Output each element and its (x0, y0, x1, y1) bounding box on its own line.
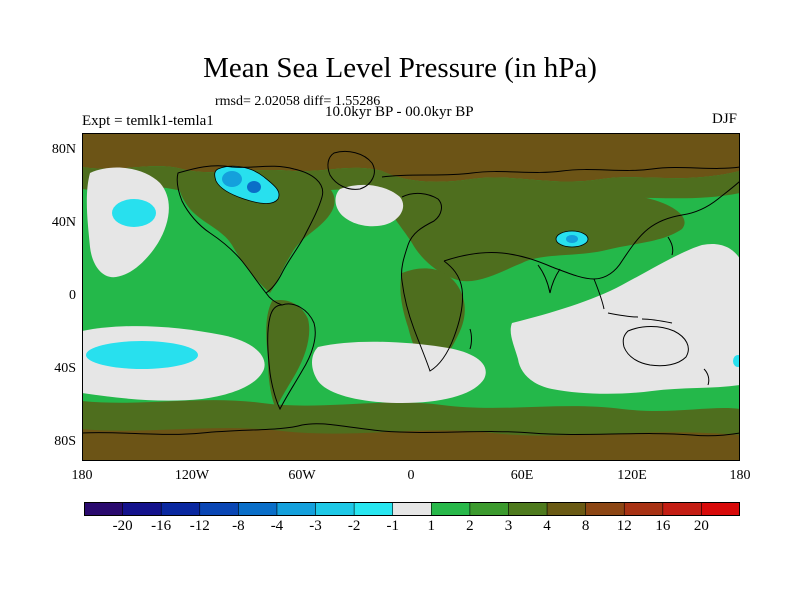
antarctica-coast (82, 423, 740, 437)
map-title: Mean Sea Level Pressure (in hPa) (203, 52, 597, 84)
colorbar-tick-label: 16 (655, 518, 671, 534)
lon-label-60w: 60W (288, 468, 316, 483)
atlantic-south-gray (312, 341, 486, 403)
colorbar (84, 502, 740, 516)
lat-label-40s: 40S (54, 361, 76, 376)
indian-pacific-gray (510, 243, 740, 394)
colorbar-tick-label: 8 (581, 518, 590, 534)
season-label: DJF (712, 111, 738, 127)
colorbar-tick-label: 1 (427, 518, 436, 534)
colorbar-swatch (353, 502, 394, 516)
colorbar-swatch (276, 502, 317, 516)
lon-label-180w: 180 (71, 468, 93, 483)
tibet-low-core (566, 235, 578, 243)
india-coast (537, 264, 561, 294)
colorbar-swatch (160, 502, 201, 516)
colorbar-swatch (585, 502, 626, 516)
map-frame (82, 133, 740, 461)
colorbar-swatch (662, 502, 703, 516)
colorbar-swatch (469, 502, 510, 516)
period-subtitle: 10.0kyr BP - 00.0kyr BP (325, 104, 474, 120)
colorbar-swatch (199, 502, 240, 516)
central-america-coast (265, 292, 283, 306)
atlantic-north-gray (335, 184, 404, 227)
se-asia-coast (593, 278, 605, 310)
europe-africa-coast (401, 192, 463, 372)
colorbar-tick-label: -20 (112, 518, 133, 534)
colorbar-tick-label: -4 (270, 518, 284, 534)
colorbar-tick-label: 20 (693, 518, 709, 534)
greenland-coast (327, 150, 375, 190)
colorbar-swatch (84, 502, 124, 516)
new-zealand-coast (703, 368, 710, 386)
japan-coast (667, 236, 674, 256)
colorbar-tick-label: -16 (151, 518, 172, 534)
colorbar-tick-label: -8 (232, 518, 245, 534)
antarctic-band (82, 428, 740, 461)
colorbar-swatch (623, 502, 664, 516)
experiment-label: Expt = temlk1-temla1 (82, 113, 214, 129)
colorbar-swatch (122, 502, 162, 516)
lon-label-120w: 120W (174, 468, 210, 483)
colorbar-tick-label: -2 (347, 518, 361, 534)
south-pacific-low-patch (86, 341, 198, 369)
asia-coast (443, 180, 740, 280)
colorbar-tick-label: 12 (616, 518, 632, 534)
colorbar-swatch (315, 502, 355, 516)
lon-label-120e: 120E (617, 468, 647, 483)
arctic-coast (381, 166, 740, 178)
australia-coast (622, 326, 689, 367)
hudson-contour (214, 165, 280, 204)
north-america-coast (176, 165, 324, 294)
colorbar-swatch (508, 502, 548, 516)
east-edge-patch (733, 355, 740, 367)
eurasia-region (382, 192, 685, 282)
hudson-bay-core (222, 171, 242, 187)
colorbar-tick-label: -3 (309, 518, 322, 534)
colorbar-tick-label: -1 (386, 518, 399, 534)
colorbar-tick-label: -12 (189, 518, 210, 534)
coastlines (82, 150, 740, 437)
south-america-coast (267, 303, 316, 411)
stats-label: rmsd= 2.02058 diff= 1.55286 (215, 94, 381, 109)
lat-label-0: 0 (69, 288, 76, 303)
pressure-anomaly-map (82, 133, 740, 461)
colorbar-tick-label: 3 (504, 518, 513, 534)
colorbar-swatch (546, 502, 587, 516)
lat-label-80n: 80N (51, 142, 76, 157)
colorbar-tick-label: 2 (466, 518, 474, 534)
lon-label-180e: 180 (729, 468, 751, 483)
colorbar-swatch (392, 502, 433, 516)
lon-label-0: 0 (407, 468, 415, 483)
tibet-contour (555, 230, 589, 248)
contour-lines (214, 165, 589, 248)
hudson-bay-core-2 (247, 181, 261, 193)
colorbar-swatch (430, 502, 471, 516)
colorbar-swatch (701, 502, 740, 516)
lat-label-40n: 40N (51, 215, 76, 230)
north-pacific-low-patch (112, 199, 156, 227)
north-america-region (178, 175, 335, 293)
lon-label-60e: 60E (510, 468, 534, 483)
lat-label-80s: 80S (54, 434, 76, 449)
indonesia-islands (607, 312, 673, 324)
colorbar-swatch (238, 502, 278, 516)
madagascar-coast (469, 328, 472, 350)
colorbar-tick-label: 4 (543, 518, 551, 534)
south-america-region (266, 299, 310, 409)
